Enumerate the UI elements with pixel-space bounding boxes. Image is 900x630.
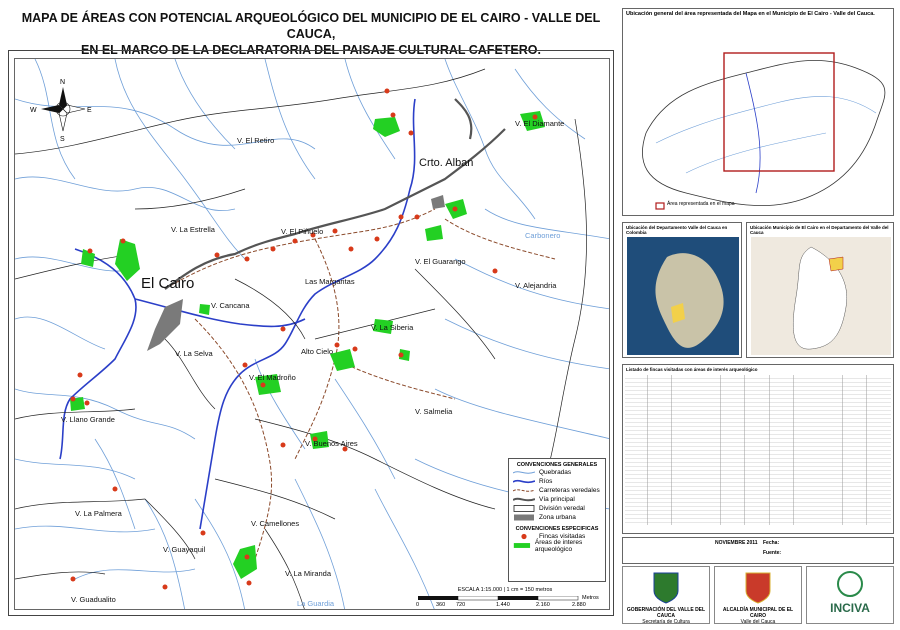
fincas-table: Listado de fincas visitadas con áreas de…: [622, 364, 894, 534]
label-v-guadualito: V. Guadualito: [71, 595, 116, 604]
label-v-llano-grande: V. Llano Grande: [61, 415, 115, 424]
legend-item-quebradas: Quebradas: [513, 468, 605, 477]
source-label: Fuente:: [763, 550, 782, 556]
rivers-layer: [59, 98, 416, 530]
label-el-cairo: El Cairo: [141, 275, 195, 292]
label-v-el-madrono: V. El Madroño: [249, 373, 296, 382]
legend-item-division-veredal: División veredal: [513, 504, 605, 513]
date-label: Fecha:: [763, 540, 780, 546]
label-v-el-pinuelo: V. El Piñuelo: [281, 227, 324, 236]
svg-text:N: N: [60, 79, 65, 86]
colombia-panel-title: Ubicación del Departamento Valle del Cau…: [626, 225, 728, 235]
main-road-layer: [164, 98, 506, 290]
scale-tick-2: 720: [456, 602, 466, 608]
table-title: Listado de fincas visitadas con áreas de…: [626, 367, 758, 372]
legend-item-zona-urbana: Zona urbana: [513, 513, 605, 522]
scale-text: ESCALA 1:15.000 | 1 cm = 150 metros: [457, 587, 553, 593]
scale-tick-0: 0: [416, 602, 420, 608]
label-la-guardia: La Guardia: [297, 599, 335, 608]
logos-bar: GOBERNACIÓN DEL VALLE DEL CAUCA Secretar…: [622, 566, 894, 625]
svg-text:W: W: [30, 107, 37, 114]
legend-item-carreteras: Carreteras veredales: [513, 486, 605, 495]
scale-tick-4: 2.160: [536, 602, 550, 608]
label-crto-alban: Crto. Alban: [419, 157, 474, 169]
label-v-salmelia: V. Salmelia: [415, 407, 453, 416]
label-v-la-miranda: V. La Miranda: [285, 569, 332, 578]
general-location-panel: Ubicación general del área representada …: [622, 8, 894, 216]
label-v-buenos-aires: V. Buenos Aires: [305, 439, 358, 448]
label-v-alejandria: V. Alejandria: [515, 281, 557, 290]
label-v-la-siberia: V. La Siberia: [371, 323, 414, 332]
scale-tick-1: 360: [436, 602, 446, 608]
archaeological-areas: [70, 111, 545, 579]
svg-text:S: S: [60, 136, 65, 143]
colombia-panel: Ubicación del Departamento Valle del Cau…: [622, 222, 742, 358]
label-v-el-guarango: V. El Guarango: [415, 257, 466, 266]
map-canvas: N S E W: [15, 59, 609, 609]
legend-item-fincas: Fincas visitadas: [513, 532, 605, 541]
scale-tick-3: 1.440: [496, 602, 510, 608]
valle-panel: Ubicación Municipio de El Cairo en el De…: [746, 222, 894, 358]
logo-inciva: INCIVA: [806, 566, 894, 624]
map-legend: CONVENCIONES GENERALES Quebradas Ríos Ca…: [508, 458, 606, 582]
logo-gobernacion: GOBERNACIÓN DEL VALLE DEL CAUCA Secretar…: [622, 566, 710, 625]
valle-panel-title: Ubicación Municipio de El Cairo en el De…: [750, 225, 889, 235]
vereda-boundaries: [15, 68, 587, 609]
legend-item-rios: Ríos: [513, 477, 605, 486]
label-v-la-palmera: V. La Palmera: [75, 509, 122, 518]
label-v-camellones: V. Camellones: [251, 519, 300, 528]
label-v-la-estrella: V. La Estrella: [171, 225, 215, 234]
label-v-la-selva: V. La Selva: [175, 349, 213, 358]
legend-item-areas: Áreas de interes arqueológico: [513, 539, 605, 553]
general-panel-title: Ubicación general del área representada …: [626, 11, 875, 17]
scale-tick-5: 2.880: [572, 602, 586, 608]
area-represented-label: Área representada en el mapa: [667, 201, 735, 207]
label-v-el-diamante: V. El Diamante: [515, 119, 565, 128]
visited-points: [70, 88, 538, 590]
logo-alcaldia: ALCALDÍA MUNICIPAL DE EL CAIRO Valle del…: [714, 566, 802, 625]
main-map-frame: [8, 50, 614, 616]
label-v-guayaquil: V. Guayaquil: [163, 545, 206, 554]
title-line-1: MAPA DE ÁREAS CON POTENCIAL ARQUEOLÓGICO…: [21, 11, 601, 41]
label-v-el-retiro: V. El Retiro: [237, 136, 275, 145]
north-arrow: N S E W: [30, 79, 92, 143]
legend-title-specific: CONVENCIONES ESPECIFICAS: [515, 526, 599, 532]
svg-text:E: E: [87, 107, 92, 114]
label-v-cancana: V. Cancana: [211, 301, 250, 310]
label-alto-cielo: Alto Cielo: [301, 347, 334, 356]
urban-zones: [147, 195, 445, 351]
label-las-margaritas: Las Margaritas: [305, 277, 355, 286]
label-carbonero: Carbonero: [525, 231, 561, 240]
legend-title-general: CONVENCIONES GENERALES: [516, 462, 598, 468]
roads-layer: [164, 208, 556, 560]
date-value: NOVIEMBRE 2011: [715, 540, 758, 546]
scale-unit: Metros: [582, 595, 599, 601]
scale-bar: ESCALA 1:15.000 | 1 cm = 150 metros 0 36…: [410, 587, 600, 613]
metadata-panel: Fecha: NOVIEMBRE 2011 Fuente:: [622, 537, 894, 564]
legend-item-via-principal: Vía principal: [513, 495, 605, 504]
